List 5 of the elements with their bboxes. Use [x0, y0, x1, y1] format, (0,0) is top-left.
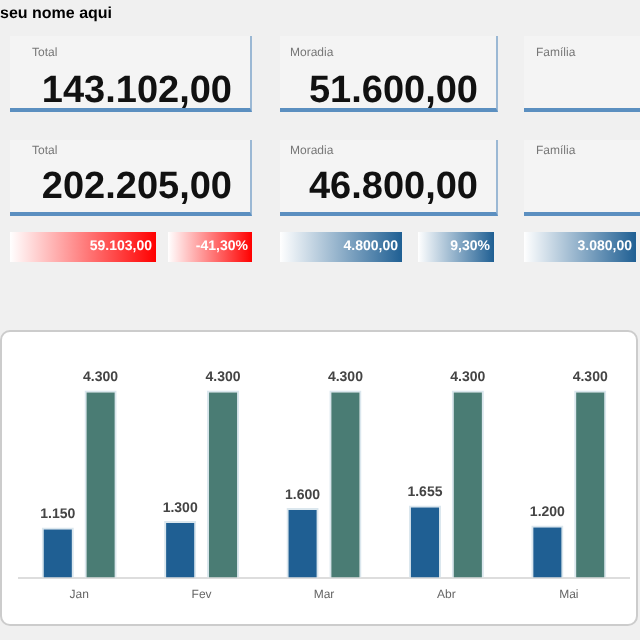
text: 202.205,00 [41, 166, 232, 208]
text: 51.600,00 [308, 70, 478, 112]
text: seu nome aqui [0, 4, 113, 22]
text: 143.102,00 [41, 70, 232, 112]
text: 46.800,00 [308, 166, 478, 208]
